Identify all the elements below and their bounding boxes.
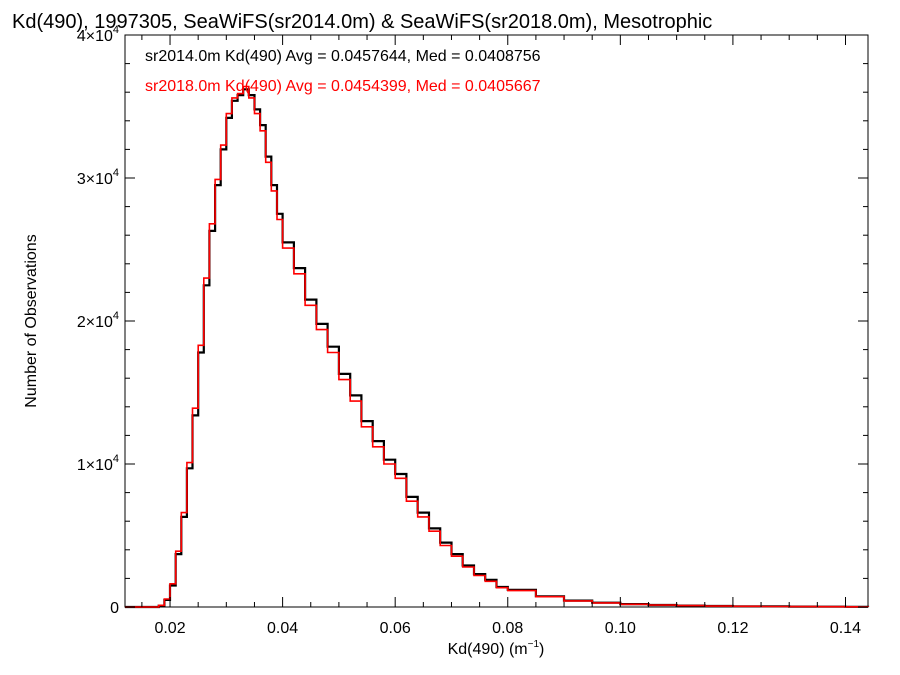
- x-tick-label: 0.10: [605, 620, 636, 637]
- x-tick-label: 0.12: [717, 620, 748, 637]
- y-axis-label: Number of Observations: [23, 234, 40, 407]
- legend-entry-sr2014: sr2014.0m Kd(490) Avg = 0.0457644, Med =…: [145, 48, 541, 65]
- x-tick-label: 0.08: [492, 620, 523, 637]
- y-tick-label: 1×104: [77, 453, 119, 474]
- x-tick-label: 0.06: [380, 620, 411, 637]
- x-tick-label: 0.14: [830, 620, 861, 637]
- y-tick-label: 0: [110, 600, 119, 617]
- y-tick-label: 2×104: [77, 310, 119, 331]
- x-tick-label: 0.02: [154, 620, 185, 637]
- series-line-sr2018.0m: [125, 85, 869, 608]
- x-axis-ticks: 0.02 0.04 0.06 0.08 0.10 0.12 0.14: [141, 35, 861, 637]
- y-tick-label: 3×104: [77, 167, 119, 188]
- y-axis-ticks: 0 1×104 2×104 3×104 4×104: [77, 24, 868, 617]
- plot-frame: [124, 34, 869, 608]
- legend-entry-sr2018: sr2018.0m Kd(490) Avg = 0.0454399, Med =…: [145, 78, 541, 95]
- x-tick-label: 0.04: [267, 620, 298, 637]
- y-tick-label: 4×104: [77, 24, 119, 45]
- x-axis-label: Kd(490) (m−1): [448, 639, 545, 658]
- series-layer: [125, 85, 870, 609]
- series-line-sr2014.0m: [125, 88, 870, 609]
- chart-title: Kd(490), 1997305, SeaWiFS(sr2014.0m) & S…: [12, 11, 712, 33]
